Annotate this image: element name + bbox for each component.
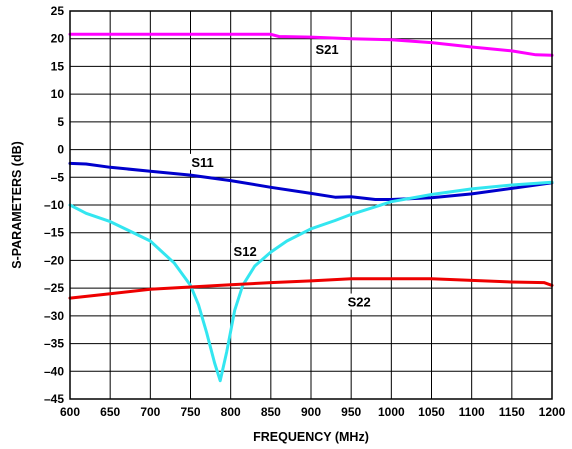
series-label-s12: S12 (234, 244, 257, 259)
x-tick-label-900: 900 (301, 405, 321, 419)
y-tick-label-12: –35 (44, 337, 64, 351)
y-tick-label-14: –45 (44, 392, 64, 406)
label-bg-s21 (313, 40, 342, 57)
series-line-s21 (68, 32, 554, 57)
series-traces (68, 32, 554, 383)
x-tick-label-750: 750 (180, 405, 200, 419)
y-tick-label-6: –5 (51, 170, 65, 184)
y-tick-label-7: –10 (44, 198, 64, 212)
y-tick-label-10: –25 (44, 281, 64, 295)
y-tick-label-0: 25 (51, 4, 65, 18)
x-tick-label-800: 800 (221, 405, 241, 419)
y-tick-label-4: 5 (57, 115, 64, 129)
x-tick-label-600: 600 (60, 405, 80, 419)
x-tick-label-1200: 1200 (539, 405, 566, 419)
series-line-s22 (68, 277, 554, 300)
label-bg-s11 (188, 153, 217, 170)
series-line-s12 (68, 180, 554, 383)
y-tick-label-3: 10 (51, 87, 65, 101)
grid-lines (69, 10, 553, 400)
y-tick-label-9: –20 (44, 253, 64, 267)
series-labels: S21 S11 S12 S22 (188, 40, 374, 310)
y-tick-labels: 25 20 15 10 5 0 –5 –10 –15 –20 –25 –30 –35 –40 –45 (44, 4, 64, 406)
x-tick-labels: 600 650 700 750 800 850 900 950 1000 1050 1100 1150… (60, 405, 566, 419)
y-tick-label-8: –15 (44, 226, 64, 240)
x-axis-title: FREQUENCY (MHz) (253, 430, 369, 444)
y-tick-label-5: 0 (57, 143, 64, 157)
x-tick-label-850: 850 (261, 405, 281, 419)
series-label-s22: S22 (348, 295, 371, 310)
x-tick-label-1050: 1050 (418, 405, 445, 419)
series-label-s11: S11 (191, 155, 213, 170)
label-bg-s12 (231, 243, 260, 260)
y-tick-label-1: 20 (51, 32, 65, 46)
y-tick-label-2: 15 (51, 59, 65, 73)
y-tick-label-13: –40 (44, 364, 64, 378)
x-tick-label-700: 700 (140, 405, 160, 419)
x-tick-label-1100: 1100 (459, 405, 485, 419)
x-tick-label-1000: 1000 (378, 405, 405, 419)
label-bg-s22 (345, 293, 374, 310)
y-axis-title: S-PARAMETERS (dB) (10, 141, 24, 269)
x-tick-label-950: 950 (341, 405, 361, 419)
plot-frame (69, 10, 553, 400)
x-tick-label-1150: 1150 (499, 405, 525, 419)
x-tick-label-650: 650 (100, 405, 120, 419)
series-label-s21: S21 (315, 42, 338, 57)
series-line-s11 (68, 161, 554, 201)
y-tick-label-11: –30 (44, 309, 64, 323)
